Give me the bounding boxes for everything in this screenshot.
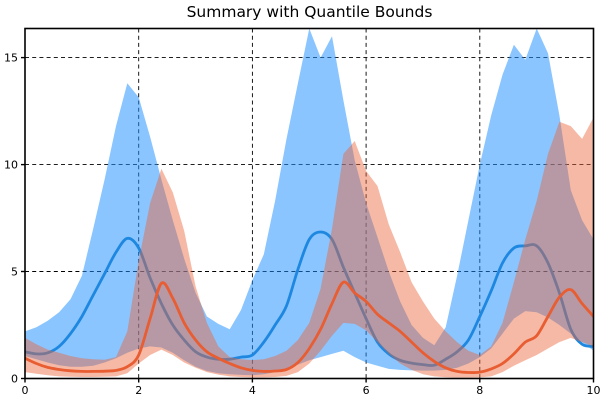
x-tick-label: 6: [363, 384, 370, 397]
y-tick-label: 5: [11, 265, 18, 278]
y-tick-label: 15: [4, 51, 18, 64]
quantile-band-series-orange: [25, 117, 594, 378]
axis-layer: 0 2 4 6 8 10 0 5 10 15: [4, 51, 600, 397]
chart-title: Summary with Quantile Bounds: [186, 3, 433, 21]
y-tick-label: 0: [11, 372, 18, 385]
axes-border: [24, 27, 595, 380]
series-layer: [25, 28, 594, 378]
x-tick-label: 10: [587, 384, 600, 397]
x-tick-label: 8: [476, 384, 483, 397]
x-tick-label: 4: [249, 384, 256, 397]
median-line-series-orange: [25, 280, 594, 374]
y-tick-label: 10: [4, 158, 18, 171]
x-tick-label: 2: [135, 384, 142, 397]
median-line-series-blue: [25, 230, 594, 367]
x-tick-label: 0: [22, 384, 29, 397]
